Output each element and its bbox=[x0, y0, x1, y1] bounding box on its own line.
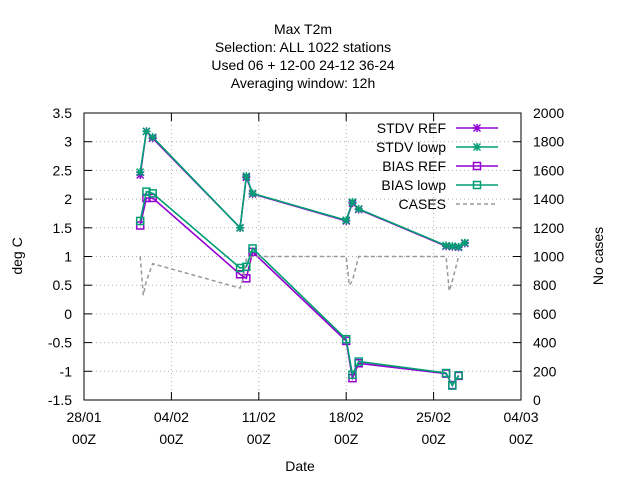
y-tick-label: 2.5 bbox=[53, 162, 73, 178]
y2-tick-label: 400 bbox=[533, 335, 557, 351]
chart-title: Max T2m Selection: ALL 1022 stations Used … bbox=[211, 21, 395, 91]
series-line-3 bbox=[139, 190, 460, 388]
y2-tick-label: 0 bbox=[533, 392, 541, 408]
legend-label: BIAS lowp bbox=[381, 177, 446, 193]
title-line: Max T2m bbox=[274, 21, 332, 37]
x-tick-label-time: 00Z bbox=[509, 431, 534, 447]
legend-marker bbox=[472, 142, 482, 152]
y-tick-label: 1.5 bbox=[53, 220, 73, 236]
data-point bbox=[248, 244, 257, 253]
data-point bbox=[441, 368, 451, 378]
y-axis-label: deg C bbox=[9, 237, 25, 274]
x-tick-label-time: 00Z bbox=[422, 431, 447, 447]
grid bbox=[84, 113, 521, 400]
x-tick-label: 04/03 bbox=[503, 409, 538, 425]
data-point bbox=[136, 168, 145, 177]
series bbox=[135, 127, 469, 390]
data-point bbox=[242, 262, 251, 272]
x-tick-label-time: 00Z bbox=[334, 431, 359, 447]
y2-tick-label: 1600 bbox=[533, 162, 564, 178]
data-point bbox=[148, 189, 157, 198]
legend-label: STDV REF bbox=[377, 120, 446, 136]
data-point bbox=[142, 127, 151, 136]
legend: STDV REF STDV lowp BIAS REF BIAS lowp CASES bbox=[376, 120, 498, 212]
series-line-4 bbox=[139, 255, 460, 296]
data-point bbox=[248, 189, 257, 198]
data-point bbox=[354, 204, 363, 213]
y-tick-label: 1 bbox=[64, 249, 72, 265]
legend-marker bbox=[472, 123, 482, 133]
x-axis-label: Date bbox=[285, 458, 315, 474]
data-point bbox=[235, 263, 245, 273]
data-point bbox=[135, 216, 145, 226]
y2-axis-label: No cases bbox=[590, 227, 606, 285]
data-point bbox=[460, 238, 469, 247]
data-point bbox=[348, 197, 357, 207]
data-point bbox=[454, 371, 463, 380]
data-point bbox=[135, 221, 145, 230]
data-point bbox=[236, 223, 245, 232]
legend-marker bbox=[472, 161, 482, 171]
series-line-2 bbox=[139, 197, 460, 387]
legend-label: BIAS REF bbox=[382, 158, 446, 174]
y2-tick-label: 1800 bbox=[533, 134, 564, 150]
title-line: Used 06 + 12-00 24-12 36-24 bbox=[211, 57, 395, 73]
x-tick-label-time: 00Z bbox=[247, 431, 272, 447]
data-point bbox=[148, 133, 157, 142]
x-tick-label-time: 00Z bbox=[159, 431, 184, 447]
data-point bbox=[142, 187, 151, 196]
y2-tick-label: 1400 bbox=[533, 191, 564, 207]
x-tick-label: 04/02 bbox=[154, 409, 189, 425]
title-line: Selection: ALL 1022 stations bbox=[215, 39, 391, 55]
y-tick-label: -1 bbox=[60, 363, 73, 379]
data-point bbox=[348, 370, 357, 379]
data-point bbox=[454, 242, 463, 251]
y-tick-label: -0.5 bbox=[48, 335, 72, 351]
y2-tick-label: 600 bbox=[533, 306, 557, 322]
title-line: Averaging window: 12h bbox=[231, 75, 376, 91]
x-tick-label: 25/02 bbox=[416, 409, 451, 425]
y-tick-label: 2 bbox=[64, 191, 72, 207]
data-point bbox=[148, 193, 157, 203]
legend-label: CASES bbox=[399, 196, 446, 212]
y2-tick-label: 2000 bbox=[533, 105, 564, 121]
data-point bbox=[242, 172, 251, 181]
y2-tick-label: 1200 bbox=[533, 220, 564, 236]
x-tick-label: 11/02 bbox=[242, 409, 276, 425]
y-tick-label: 0.5 bbox=[53, 277, 73, 293]
data-point bbox=[354, 357, 363, 366]
data-point bbox=[342, 216, 351, 225]
y2-tick-label: 200 bbox=[533, 363, 557, 379]
x-tick-label: 28/01 bbox=[66, 409, 101, 425]
data-point bbox=[341, 334, 351, 344]
y-tick-label: -1.5 bbox=[48, 392, 72, 408]
y2-tick-label: 800 bbox=[533, 277, 557, 293]
x-tick-label: 18/02 bbox=[329, 409, 364, 425]
legend-label: STDV lowp bbox=[376, 139, 446, 155]
data-point bbox=[242, 274, 251, 283]
y-axis: 3.5 3 2.5 2 1.5 1 0.5 0 -0.5 -1 -1.5 bbox=[48, 105, 92, 408]
y-tick-label: 0 bbox=[64, 306, 72, 322]
y-tick-label: 3 bbox=[64, 134, 72, 150]
y2-tick-label: 1000 bbox=[533, 249, 564, 265]
x-tick-label-time: 00Z bbox=[72, 431, 97, 447]
data-point bbox=[448, 381, 457, 390]
x-axis: 28/01 00Z 04/02 00Z 11/02 00Z 18/02 00Z 25/02 00Z… bbox=[66, 113, 539, 447]
y-tick-label: 3.5 bbox=[53, 105, 73, 121]
legend-marker bbox=[472, 180, 482, 190]
